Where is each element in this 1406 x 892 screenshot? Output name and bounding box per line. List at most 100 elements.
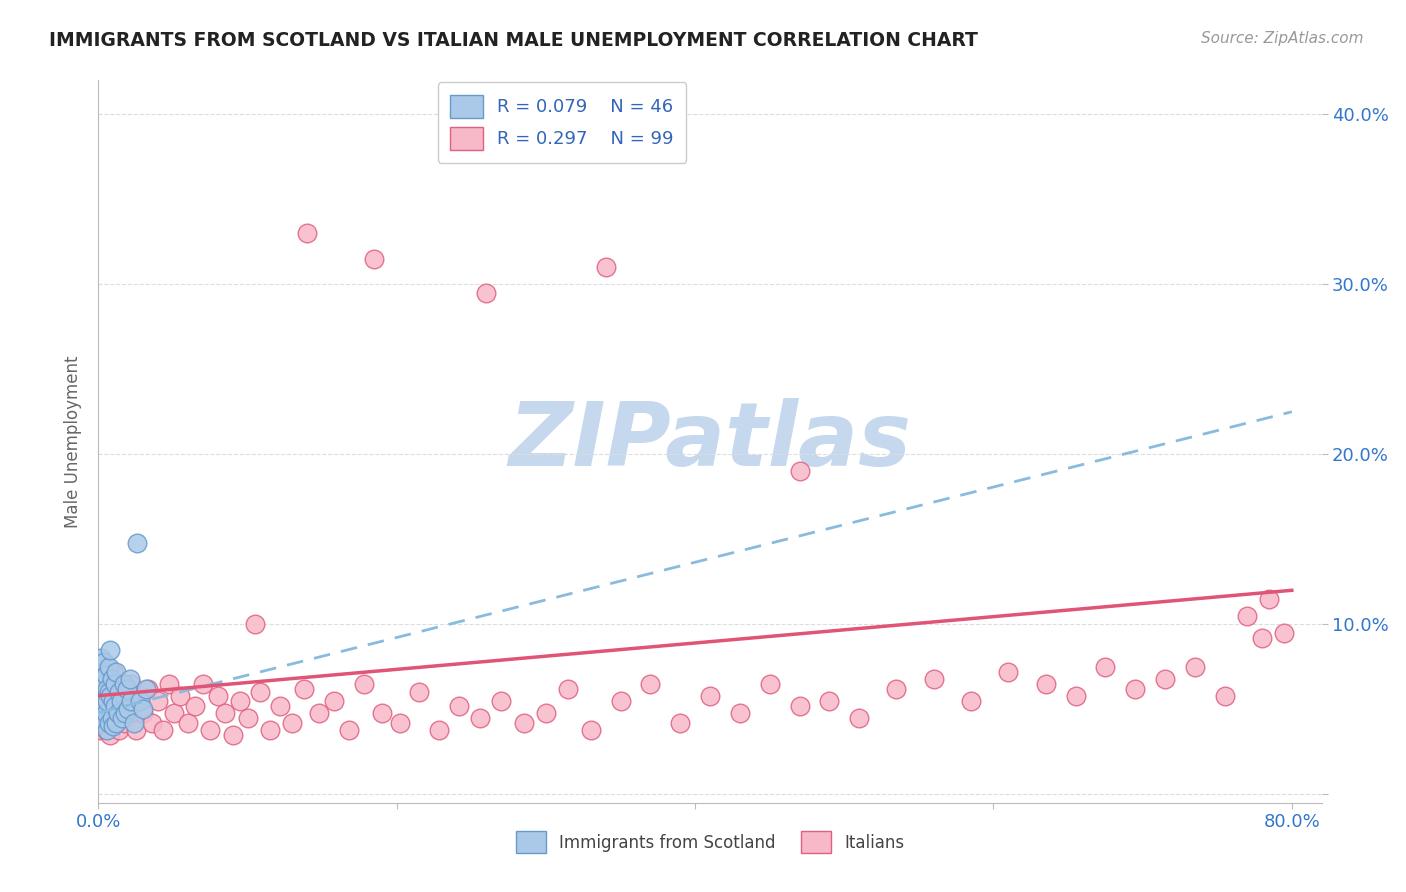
Point [146, 694, 169, 708]
Point [105, 681, 128, 696]
Point [111, 711, 134, 725]
Point [1035, 677, 1057, 691]
Point [818, 694, 841, 708]
Point [236, 711, 259, 725]
Point [110, 694, 132, 708]
Point [104, 677, 127, 691]
Point [470, 711, 492, 725]
Point [112, 677, 135, 691]
Point [120, 694, 142, 708]
Point [101, 685, 124, 699]
Point [91, 668, 114, 682]
Point [1258, 591, 1281, 606]
Point [728, 706, 751, 720]
Point [97, 660, 120, 674]
Point [94, 668, 117, 682]
Point [93, 681, 115, 696]
Point [281, 715, 304, 730]
Point [89, 711, 111, 725]
Point [229, 694, 252, 708]
Point [297, 227, 319, 241]
Point [98, 728, 121, 742]
Point [90, 723, 112, 737]
Point [557, 681, 579, 696]
Text: IMMIGRANTS FROM SCOTLAND VS ITALIAN MALE UNEMPLOYMENT CORRELATION CHART: IMMIGRANTS FROM SCOTLAND VS ITALIAN MALE… [49, 31, 979, 50]
Point [90, 651, 112, 665]
Point [337, 723, 360, 737]
Point [103, 665, 125, 679]
Point [90, 702, 112, 716]
Point [595, 260, 617, 275]
Point [1251, 631, 1274, 645]
Point [1213, 689, 1236, 703]
Point [129, 689, 152, 703]
Point [103, 719, 125, 733]
Point [579, 723, 602, 737]
Point [120, 677, 142, 691]
Point [135, 681, 157, 696]
Point [89, 694, 111, 708]
Point [848, 711, 870, 725]
Point [789, 464, 811, 478]
Point [221, 728, 243, 742]
Point [214, 706, 236, 720]
Point [98, 642, 121, 657]
Point [111, 711, 134, 725]
Point [609, 694, 631, 708]
Point [207, 689, 229, 703]
Point [101, 672, 124, 686]
Point [132, 702, 155, 716]
Point [1123, 681, 1146, 696]
Point [96, 694, 118, 708]
Point [96, 672, 118, 686]
Point [758, 677, 780, 691]
Point [1154, 672, 1177, 686]
Point [269, 698, 291, 713]
Point [94, 706, 117, 720]
Point [163, 706, 186, 720]
Point [353, 677, 375, 691]
Point [89, 715, 111, 730]
Point [114, 706, 136, 720]
Point [1094, 660, 1116, 674]
Point [103, 694, 125, 708]
Point [91, 706, 114, 720]
Point [699, 689, 721, 703]
Point [669, 715, 692, 730]
Point [997, 665, 1019, 679]
Point [1064, 689, 1087, 703]
Point [101, 711, 124, 725]
Text: Source: ZipAtlas.com: Source: ZipAtlas.com [1201, 31, 1364, 46]
Point [93, 711, 115, 725]
Point [141, 715, 163, 730]
Point [97, 677, 120, 691]
Point [489, 694, 512, 708]
Point [91, 689, 114, 703]
Point [97, 685, 120, 699]
Point [90, 677, 112, 691]
Point [117, 702, 139, 716]
Point [96, 723, 118, 737]
Point [114, 715, 136, 730]
Point [94, 698, 117, 713]
Point [93, 655, 115, 669]
Point [449, 698, 471, 713]
Point [129, 694, 152, 708]
Point [96, 681, 118, 696]
Point [93, 715, 115, 730]
Point [127, 535, 149, 549]
Point [640, 677, 662, 691]
Point [115, 681, 138, 696]
Point [259, 723, 281, 737]
Point [249, 685, 271, 699]
Point [191, 677, 214, 691]
Point [108, 723, 131, 737]
Point [292, 681, 315, 696]
Point [243, 617, 266, 632]
Point [103, 694, 125, 708]
Point [960, 694, 983, 708]
Point [94, 723, 117, 737]
Point [94, 698, 117, 713]
Point [96, 715, 118, 730]
Point [108, 685, 131, 699]
